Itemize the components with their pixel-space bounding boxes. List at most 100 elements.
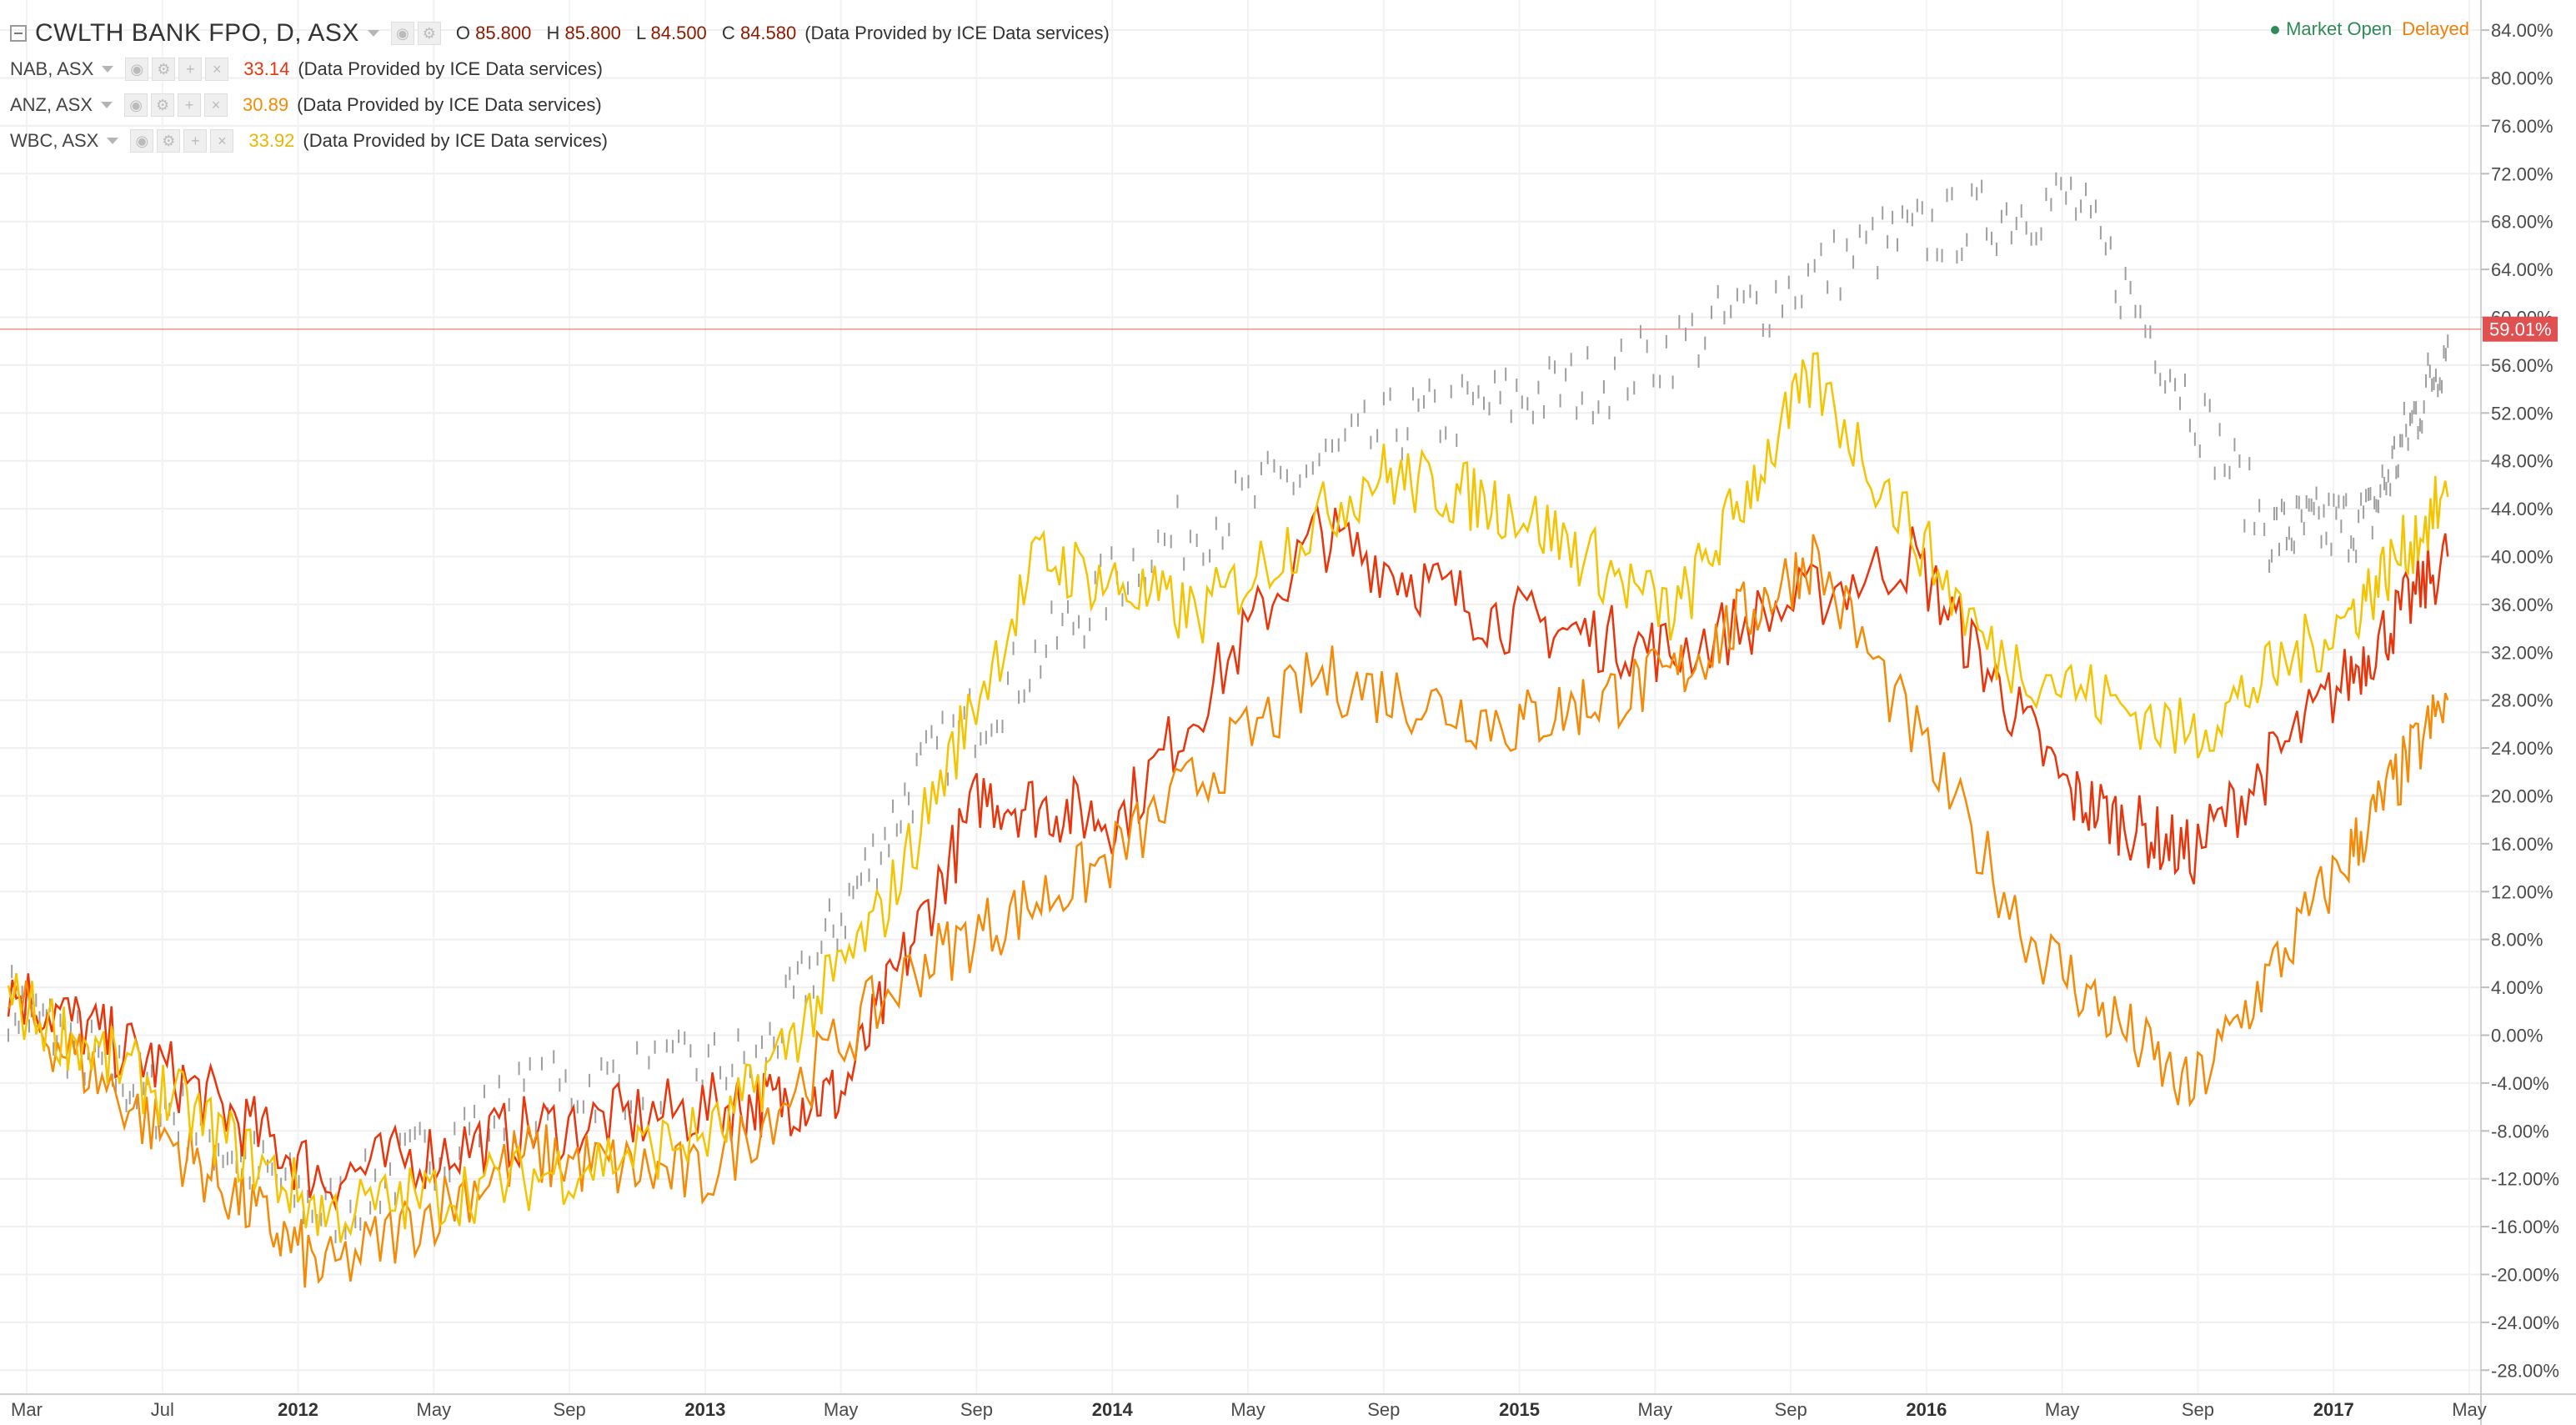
y-tick-label: 64.00% (2491, 259, 2553, 280)
x-tick-label: 2015 (1499, 1399, 1540, 1420)
market-open-dot-icon (2271, 26, 2280, 35)
y-tick-label: 76.00% (2491, 116, 2553, 137)
compare-symbol[interactable]: NAB, ASX (10, 58, 94, 79)
x-tick-label: 2014 (1092, 1399, 1134, 1420)
x-tick-label: May (417, 1399, 452, 1420)
collapse-legend-icon[interactable] (10, 24, 27, 42)
series-cwlth-bars[interactable] (8, 172, 2449, 1244)
eye-icon[interactable]: ◉ (390, 21, 414, 45)
gear-icon[interactable]: ⚙ (151, 93, 175, 117)
x-tick-label: May (2452, 1399, 2487, 1420)
main-symbol-title[interactable]: CWLTH BANK FPO, D, ASX (35, 18, 359, 47)
y-tick-label: 32.00% (2491, 642, 2553, 663)
x-tick-label: 2013 (684, 1399, 725, 1420)
data-provider-note: (Data Provided by ICE Data services) (804, 22, 1110, 43)
y-tick-label: 44.00% (2491, 499, 2553, 519)
y-axis[interactable]: 84.00%80.00%76.00%72.00%68.00%64.00%60.0… (2481, 20, 2559, 1381)
close-label: C (721, 22, 735, 43)
y-tick-label: 28.00% (2491, 690, 2553, 711)
y-tick-label: -16.00% (2491, 1217, 2559, 1237)
compare-value: 33.92 (248, 129, 295, 151)
y-tick-label: 0.00% (2491, 1026, 2543, 1046)
chevron-down-icon[interactable] (102, 65, 114, 73)
y-tick-label: 80.00% (2491, 68, 2553, 89)
data-provider-note: (Data Provided by ICE Data services) (303, 129, 608, 151)
y-tick-label: 40.00% (2491, 547, 2553, 568)
low-label: L (635, 22, 646, 43)
x-tick-label: May (1230, 1399, 1265, 1420)
plus-icon[interactable]: + (178, 93, 202, 117)
market-status: Market Open Delayed (2271, 18, 2469, 40)
data-provider-note: (Data Provided by ICE Data services) (297, 93, 602, 115)
x-tick-label: Sep (2182, 1399, 2214, 1420)
close-icon[interactable]: × (205, 57, 229, 81)
current-price-label: 59.01% (2489, 319, 2552, 340)
compare-row-anz[interactable]: ANZ, ASX ◉ ⚙ + × 30.89 (Data Provided by… (10, 87, 1110, 123)
plot-area[interactable] (0, 0, 2481, 1394)
close-icon[interactable]: × (204, 93, 228, 117)
y-tick-label: -28.00% (2491, 1360, 2559, 1381)
series-line-wbc[interactable] (7, 352, 2449, 1243)
y-tick-label: 12.00% (2491, 881, 2553, 902)
x-tick-label: Sep (1775, 1399, 1807, 1420)
chevron-down-icon[interactable] (367, 29, 379, 37)
low-value: 84.500 (650, 22, 707, 43)
high-label: H (546, 22, 560, 43)
y-tick-label: -8.00% (2491, 1121, 2549, 1142)
legend: CWLTH BANK FPO, D, ASX ◉ ⚙ O 85.800 H 85… (10, 15, 1110, 158)
compare-symbol[interactable]: ANZ, ASX (10, 93, 93, 115)
open-value: 85.800 (475, 22, 532, 43)
x-tick-label: May (2045, 1399, 2080, 1420)
gear-icon[interactable]: ⚙ (152, 57, 176, 81)
x-tick-label: 2017 (2313, 1399, 2354, 1420)
x-tick-label: Sep (960, 1399, 993, 1420)
eye-icon[interactable]: ◉ (125, 57, 149, 81)
y-tick-label: 56.00% (2491, 355, 2553, 376)
y-tick-label: -4.00% (2491, 1073, 2549, 1094)
close-icon[interactable]: × (210, 128, 234, 153)
y-tick-label: 4.00% (2491, 977, 2543, 998)
y-tick-label: -20.00% (2491, 1265, 2559, 1286)
ohlc-values: O 85.800 H 85.800 L 84.500 C 84.580 (456, 23, 796, 44)
chevron-down-icon[interactable] (107, 137, 119, 144)
y-tick-label: 16.00% (2491, 834, 2553, 855)
x-tick-label: Sep (1367, 1399, 1400, 1420)
x-tick-label: 2012 (278, 1399, 318, 1420)
y-tick-label: 52.00% (2491, 403, 2553, 424)
gear-icon[interactable]: ⚙ (417, 21, 441, 45)
data-provider-note: (Data Provided by ICE Data services) (298, 58, 603, 79)
open-label: O (455, 22, 470, 43)
x-tick-label: 2016 (1906, 1399, 1947, 1420)
eye-icon[interactable]: ◉ (124, 93, 148, 117)
y-tick-label: -24.00% (2491, 1312, 2559, 1333)
y-tick-label: 24.00% (2491, 738, 2553, 759)
y-tick-label: 72.00% (2491, 163, 2553, 184)
compare-symbol[interactable]: WBC, ASX (10, 129, 99, 151)
x-axis[interactable]: Mar Jul 2012 May Sep 2013 May Sep 2014 May Sep 2015… (11, 1399, 2487, 1420)
compare-value: 30.89 (243, 93, 289, 115)
y-tick-label: 84.00% (2491, 20, 2553, 41)
x-tick-label: Jul (151, 1399, 174, 1420)
y-tick-label: -12.00% (2491, 1169, 2559, 1190)
x-tick-label: May (1638, 1399, 1673, 1420)
series-line-anz[interactable] (7, 534, 2449, 1288)
gear-icon[interactable]: ⚙ (157, 128, 181, 153)
high-value: 85.800 (564, 22, 621, 43)
y-tick-label: 68.00% (2491, 212, 2553, 233)
compare-row-nab[interactable]: NAB, ASX ◉ ⚙ + × 33.14 (Data Provided by… (10, 51, 1110, 87)
x-tick-label: May (824, 1399, 859, 1420)
series-line-nab[interactable] (7, 504, 2449, 1212)
eye-icon[interactable]: ◉ (130, 128, 154, 153)
close-value: 84.580 (739, 22, 797, 43)
plus-icon[interactable]: + (183, 128, 208, 153)
main-symbol-row[interactable]: CWLTH BANK FPO, D, ASX ◉ ⚙ O 85.800 H 85… (10, 15, 1110, 51)
y-tick-label: 36.00% (2491, 595, 2553, 615)
compare-value: 33.14 (243, 58, 290, 79)
plus-icon[interactable]: + (178, 57, 203, 81)
chevron-down-icon[interactable] (101, 101, 113, 108)
market-open-label: Market Open (2286, 18, 2393, 39)
x-tick-label: Sep (554, 1399, 586, 1420)
x-tick-label: Mar (11, 1399, 43, 1420)
compare-row-wbc[interactable]: WBC, ASX ◉ ⚙ + × 33.92 (Data Provided by… (10, 123, 1110, 158)
